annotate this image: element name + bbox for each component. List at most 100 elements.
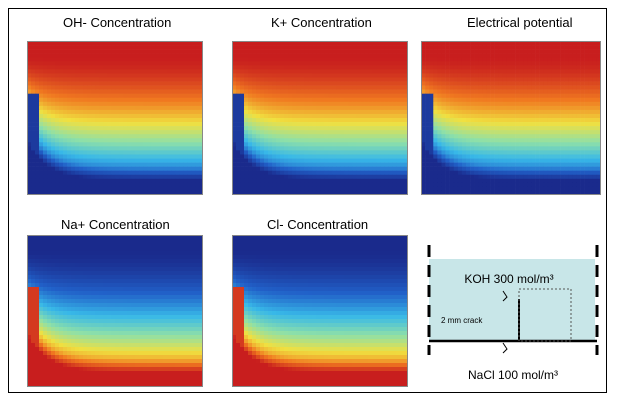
heatmap-cell bbox=[348, 61, 353, 66]
heatmap-cell bbox=[159, 122, 164, 127]
heatmap-cell bbox=[511, 81, 516, 86]
heatmap-cell bbox=[348, 174, 353, 180]
heatmap-cell bbox=[453, 130, 459, 135]
heatmap-cell bbox=[320, 190, 325, 195]
heatmap-cell bbox=[453, 109, 459, 115]
heatmap-cell bbox=[55, 41, 60, 46]
heatmap-cell bbox=[400, 77, 405, 82]
heatmap-cell bbox=[494, 126, 500, 131]
heatmap-cell bbox=[344, 150, 349, 155]
heatmap-cell bbox=[300, 85, 305, 90]
panel-title-na: Na+ Concentration bbox=[61, 217, 170, 232]
heatmap-cell bbox=[449, 186, 455, 192]
heatmap-cell bbox=[539, 49, 545, 54]
heatmap-cell bbox=[272, 61, 277, 66]
heatmap-cell bbox=[147, 85, 152, 90]
heatmap-cell bbox=[498, 57, 504, 62]
heatmap-cell bbox=[543, 61, 549, 66]
heatmap-cell bbox=[486, 170, 491, 176]
heatmap-cell bbox=[284, 53, 289, 58]
heatmap-cell bbox=[55, 105, 60, 111]
heatmap-cell bbox=[425, 57, 430, 62]
heatmap-cell bbox=[87, 73, 92, 78]
heatmap-cell bbox=[320, 41, 325, 46]
heatmap-cell bbox=[276, 122, 281, 127]
heatmap-cell bbox=[474, 45, 479, 50]
heatmap-cell bbox=[171, 146, 176, 151]
heatmap-cell bbox=[584, 158, 590, 163]
heatmap-cell bbox=[71, 61, 76, 66]
heatmap-cell bbox=[47, 190, 52, 195]
heatmap-cell bbox=[183, 174, 188, 180]
heatmap-cell bbox=[560, 162, 565, 167]
heatmap-cell bbox=[244, 182, 249, 188]
heatmap-cell bbox=[429, 45, 434, 50]
heatmap-cell bbox=[466, 61, 471, 66]
heatmap-cell bbox=[515, 158, 520, 163]
heatmap-cell bbox=[304, 93, 309, 99]
heatmap-cell bbox=[288, 69, 293, 74]
heatmap-cell bbox=[175, 57, 180, 62]
heatmap-cell bbox=[103, 178, 108, 184]
heatmap-cell bbox=[308, 61, 313, 66]
heatmap-cell bbox=[71, 65, 76, 70]
heatmap-cell bbox=[466, 142, 471, 147]
heatmap-cell bbox=[332, 178, 337, 184]
heatmap-cell bbox=[115, 178, 120, 184]
heatmap-cell bbox=[31, 158, 36, 163]
heatmap-cell bbox=[79, 113, 84, 119]
heatmap-cell bbox=[429, 89, 434, 94]
heatmap-cell bbox=[352, 89, 357, 94]
heatmap-cell bbox=[51, 138, 56, 143]
heatmap-cell bbox=[547, 186, 553, 192]
heatmap-cell bbox=[433, 138, 438, 143]
heatmap-cell bbox=[187, 81, 192, 86]
heatmap-cell bbox=[348, 77, 353, 82]
heatmap-cell bbox=[248, 134, 253, 139]
heatmap-cell bbox=[187, 166, 192, 171]
heatmap-cell bbox=[588, 130, 594, 135]
heatmap-cell bbox=[437, 138, 442, 143]
heatmap-cell bbox=[470, 81, 475, 86]
heatmap-cell bbox=[453, 53, 459, 58]
heatmap-cell bbox=[55, 170, 60, 176]
heatmap-cell bbox=[457, 146, 463, 151]
heatmap-cell bbox=[127, 45, 132, 50]
heatmap-cell bbox=[388, 53, 393, 58]
heatmap-cell bbox=[523, 186, 528, 192]
heatmap-cell bbox=[457, 162, 463, 167]
heatmap-cell bbox=[304, 49, 309, 54]
heatmap-cell bbox=[71, 178, 76, 184]
heatmap-cell bbox=[276, 69, 281, 74]
heatmap-cell bbox=[527, 49, 532, 54]
heatmap-cell bbox=[123, 170, 128, 176]
heatmap-cell bbox=[316, 69, 321, 74]
heatmap-cell bbox=[429, 113, 434, 119]
heatmap-cell bbox=[87, 101, 92, 107]
heatmap-cell bbox=[511, 53, 516, 58]
heatmap-cell bbox=[588, 166, 594, 171]
heatmap-cell bbox=[490, 109, 495, 115]
heatmap-cell bbox=[87, 166, 92, 171]
heatmap-cell bbox=[27, 146, 32, 151]
heatmap-cell bbox=[572, 49, 577, 54]
heatmap-cell bbox=[380, 65, 385, 70]
heatmap-cell bbox=[91, 150, 96, 155]
heatmap-cell bbox=[596, 186, 601, 192]
heatmap-cell bbox=[596, 89, 601, 94]
heatmap-cell bbox=[175, 61, 180, 66]
heatmap-cell bbox=[324, 130, 329, 135]
heatmap-cell bbox=[155, 138, 160, 143]
heatmap-cell bbox=[344, 122, 349, 127]
heatmap-cell bbox=[588, 109, 594, 115]
heatmap-cell bbox=[596, 85, 601, 90]
heatmap-cell bbox=[344, 81, 349, 86]
heatmap-cell bbox=[425, 73, 430, 78]
heatmap-cell bbox=[568, 134, 573, 139]
heatmap-cell bbox=[580, 105, 585, 111]
heatmap-cell bbox=[31, 93, 36, 99]
heatmap-cell bbox=[336, 45, 341, 50]
heatmap-cell bbox=[457, 109, 463, 115]
heatmap-cell bbox=[396, 105, 401, 111]
heatmap-cell bbox=[320, 53, 325, 58]
